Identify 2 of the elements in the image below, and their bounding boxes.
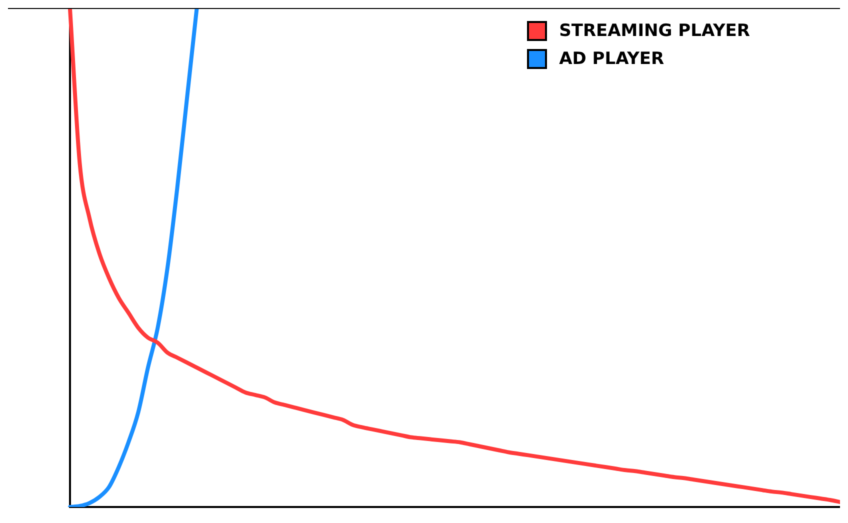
legend-label: STREAMING PLAYER [559, 21, 750, 41]
legend-label: AD PLAYER [559, 49, 664, 69]
